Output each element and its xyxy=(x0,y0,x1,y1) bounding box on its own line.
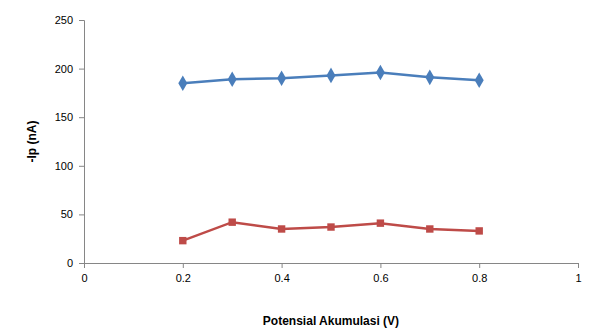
series-group xyxy=(178,65,483,245)
y-tick: 200 xyxy=(55,63,84,75)
y-tick-mark xyxy=(79,214,84,215)
y-tick: 50 xyxy=(61,208,84,220)
marker xyxy=(426,225,433,232)
x-axis-line xyxy=(85,264,579,269)
y-axis: 0 50 100 150 200 250 xyxy=(55,14,85,269)
marker xyxy=(179,237,186,244)
marker xyxy=(278,225,285,232)
x-tick-label: 1 xyxy=(575,272,581,284)
x-tick-label: 0 xyxy=(81,272,87,284)
y-tick: 150 xyxy=(55,111,84,123)
x-tick: 0.2 xyxy=(176,263,191,284)
marker xyxy=(376,65,385,81)
x-tick-mark xyxy=(380,263,381,268)
x-tick-label: 0.6 xyxy=(373,272,388,284)
y-tick-mark xyxy=(79,69,84,70)
y-tick-label: 200 xyxy=(55,63,73,75)
x-axis: 0 0.2 0.4 0.6 0.8 1 xyxy=(81,263,581,284)
plot-area: 0 0.2 0.4 0.6 0.8 1 0 50 100 150 200 250 xyxy=(55,14,582,284)
y-tick-mark xyxy=(79,166,84,167)
x-tick-mark xyxy=(578,263,579,268)
y-tick-mark xyxy=(79,263,84,264)
marker xyxy=(228,218,235,225)
x-tick: 0 xyxy=(81,263,87,284)
y-tick-mark xyxy=(79,20,84,21)
marker xyxy=(228,72,237,88)
x-tick-mark xyxy=(479,263,480,268)
series-line xyxy=(183,222,479,240)
x-tick-mark xyxy=(282,263,283,268)
marker xyxy=(178,75,187,91)
x-tick-label: 0.8 xyxy=(472,272,487,284)
y-tick: 100 xyxy=(55,160,84,172)
x-tick-mark xyxy=(183,263,184,268)
y-tick-mark xyxy=(79,117,84,118)
y-axis-title: -Ip (nA) xyxy=(25,121,39,163)
y-tick: 0 xyxy=(67,257,84,269)
x-tick: 0.8 xyxy=(472,263,487,284)
x-tick-label: 0.2 xyxy=(176,272,191,284)
marker xyxy=(425,70,434,86)
y-tick-label: 150 xyxy=(55,111,73,123)
marker xyxy=(327,68,336,84)
y-axis-line xyxy=(79,21,85,264)
marker xyxy=(377,219,384,226)
y-tick: 250 xyxy=(55,14,84,26)
x-axis-title: Potensial Akumulasi (V) xyxy=(263,314,399,328)
marker xyxy=(475,72,484,88)
x-tick: 1 xyxy=(575,263,581,284)
x-tick: 0.6 xyxy=(373,263,388,284)
x-tick: 0.4 xyxy=(274,263,289,284)
x-tick-label: 0.4 xyxy=(274,272,289,284)
y-tick-label: 0 xyxy=(67,257,73,269)
y-tick-label: 50 xyxy=(61,208,73,220)
y-tick-label: 100 xyxy=(55,160,73,172)
marker xyxy=(327,223,334,230)
marker xyxy=(475,227,482,234)
y-tick-label: 250 xyxy=(55,14,73,26)
marker xyxy=(277,71,286,87)
chart: 0 0.2 0.4 0.6 0.8 1 0 50 100 150 200 250 Potensial A… xyxy=(0,0,595,333)
